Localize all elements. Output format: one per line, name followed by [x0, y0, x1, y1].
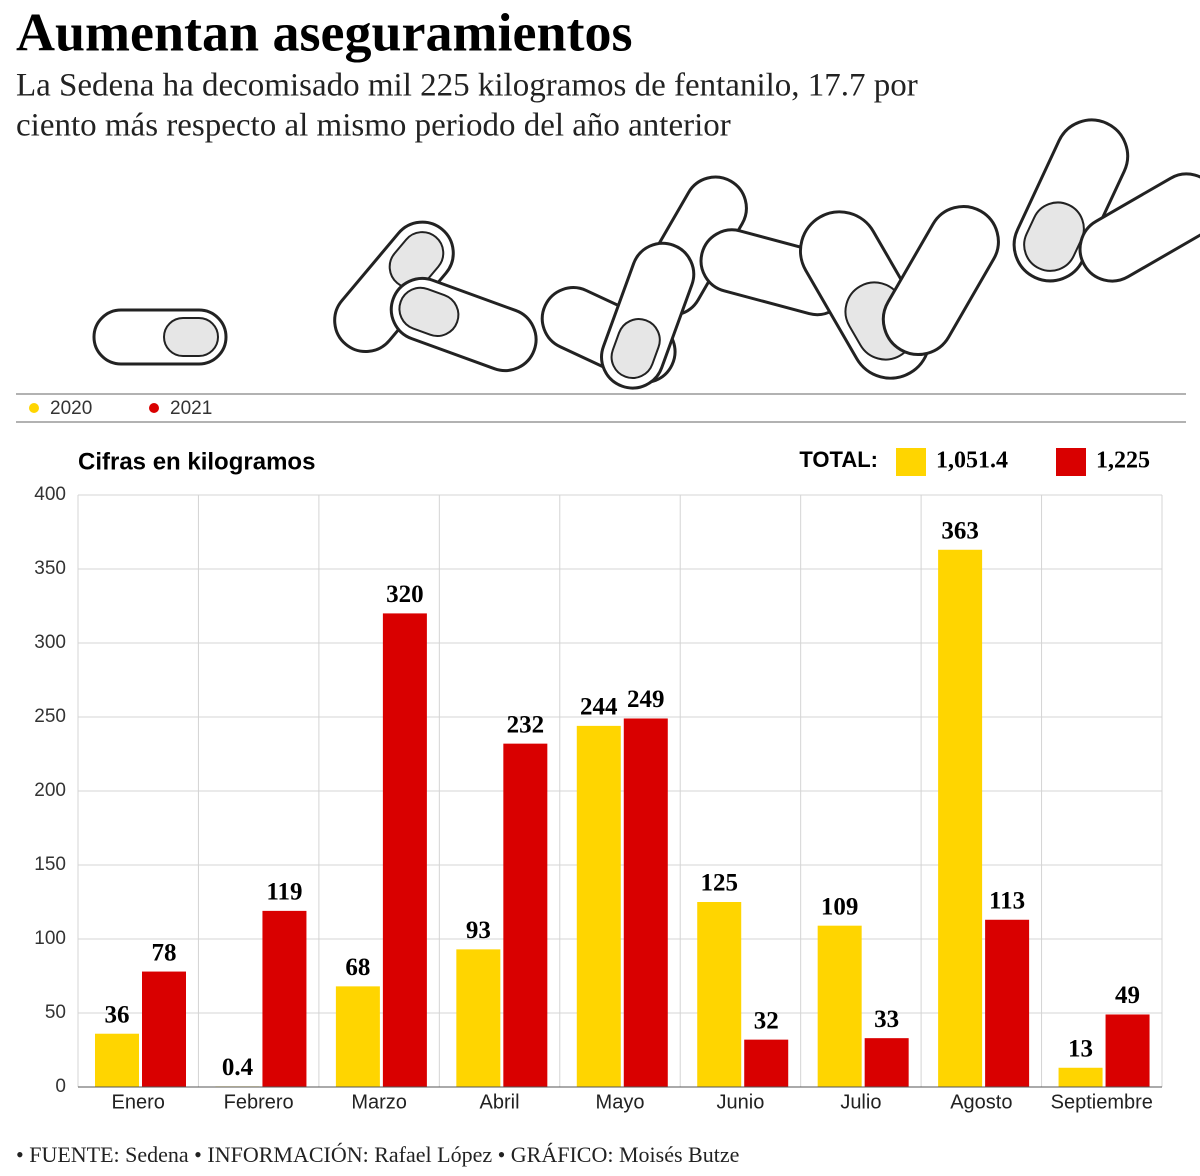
data-label: 232: [507, 711, 545, 738]
legend-label: 2020: [50, 398, 92, 419]
data-label: 93: [466, 917, 491, 944]
axis-title: Cifras en kilogramos: [78, 448, 315, 475]
bar: [262, 910, 307, 1087]
x-tick-label: Septiembre: [1051, 1091, 1153, 1113]
subtitle: La Sedena ha decomisado mil 225 kilogram…: [16, 68, 918, 104]
y-tick-label: 250: [34, 706, 66, 727]
data-label: 363: [941, 517, 979, 544]
total-value: 1,225: [1096, 448, 1150, 474]
data-label: 0.4: [222, 1054, 254, 1081]
legend-marker: [29, 403, 39, 413]
bar: [744, 1039, 789, 1087]
total-title: TOTAL:: [799, 447, 878, 472]
data-label: 13: [1068, 1035, 1093, 1062]
x-tick-label: Febrero: [224, 1091, 294, 1113]
x-tick-label: Mayo: [596, 1091, 645, 1113]
y-tick-label: 0: [55, 1076, 66, 1097]
data-label: 119: [266, 879, 302, 906]
bar: [1058, 1067, 1103, 1087]
bar: [864, 1038, 909, 1087]
x-tick-label: Abril: [480, 1091, 520, 1113]
data-label: 320: [386, 581, 424, 608]
data-label: 113: [989, 887, 1025, 914]
x-tick-label: Agosto: [950, 1091, 1012, 1113]
y-tick-label: 150: [34, 854, 66, 875]
data-label: 33: [874, 1006, 899, 1033]
x-tick-label: Junio: [717, 1091, 765, 1113]
bar: [623, 718, 668, 1087]
bar: [938, 549, 983, 1087]
bar: [382, 613, 427, 1087]
total-swatch: [896, 448, 926, 476]
data-label: 68: [345, 954, 370, 981]
footer: • FUENTE: Sedena • INFORMACIÓN: Rafael L…: [16, 1142, 739, 1167]
bar: [697, 902, 742, 1087]
bar: [576, 725, 621, 1087]
bar: [985, 919, 1030, 1087]
bar: [817, 925, 862, 1087]
bar: [335, 986, 380, 1087]
y-tick-label: 200: [34, 780, 66, 801]
y-tick-label: 50: [45, 1002, 66, 1023]
y-tick-label: 400: [34, 484, 66, 505]
total-swatch: [1056, 448, 1086, 476]
chart-title: Aumentan aseguramientos: [16, 2, 633, 62]
data-label: 249: [627, 686, 665, 713]
bar: [456, 949, 501, 1087]
x-tick-label: Enero: [112, 1091, 165, 1113]
data-label: 244: [580, 694, 618, 721]
bar: [1105, 1014, 1150, 1087]
total-value: 1,051.4: [936, 448, 1008, 474]
data-label: 49: [1115, 982, 1140, 1009]
data-label: 109: [821, 893, 859, 920]
bar: [503, 743, 548, 1087]
legend-marker: [149, 403, 159, 413]
subtitle: ciento más respecto al mismo periodo del…: [16, 108, 731, 144]
x-tick-label: Julio: [840, 1091, 881, 1113]
pill-illustration: [92, 118, 1200, 390]
bar: [142, 971, 186, 1087]
y-tick-label: 100: [34, 928, 66, 949]
data-label: 78: [152, 939, 177, 966]
legend-label: 2021: [170, 398, 212, 419]
x-tick-label: Marzo: [351, 1091, 407, 1113]
bar: [95, 1033, 139, 1087]
data-label: 32: [754, 1007, 779, 1034]
y-tick-label: 300: [34, 632, 66, 653]
y-tick-label: 350: [34, 558, 66, 579]
data-label: 36: [105, 1001, 130, 1028]
data-label: 125: [700, 870, 738, 897]
